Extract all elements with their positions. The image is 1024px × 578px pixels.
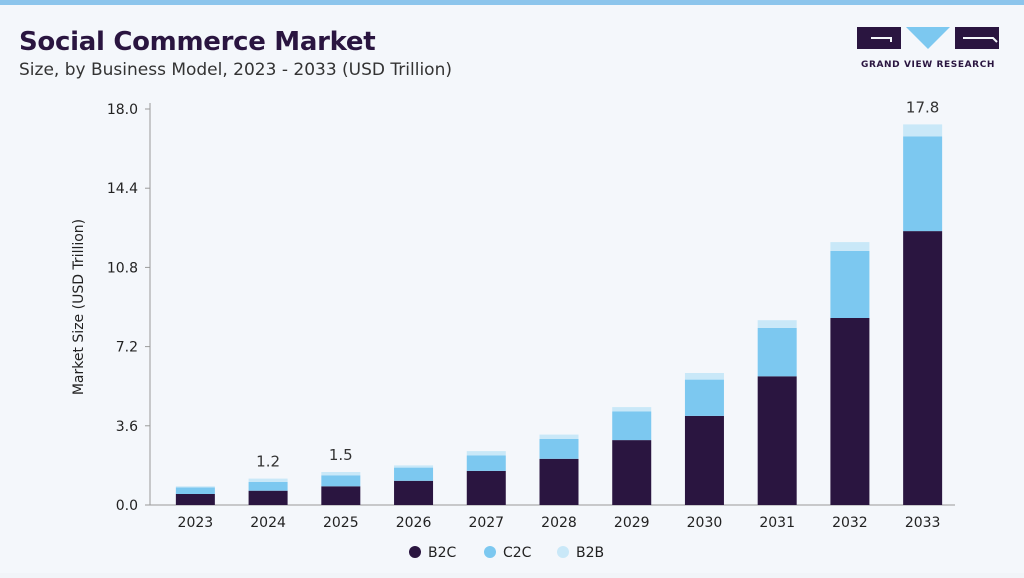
y-tick-label: 3.6: [116, 419, 138, 435]
bar-segment-b2b: [903, 124, 943, 137]
bar-segment-b2c: [612, 440, 652, 505]
y-tick-label: 18.0: [107, 102, 138, 118]
bar-segment-c2c: [321, 475, 361, 487]
bar-segment-c2c: [248, 481, 288, 491]
legend-label: B2C: [428, 545, 457, 561]
bars: [175, 124, 943, 505]
bar-segment-c2c: [903, 136, 943, 232]
y-tick-label: 14.4: [107, 181, 138, 197]
x-tick-label: 2027: [468, 515, 504, 531]
bar-segment-b2c: [539, 458, 579, 505]
bar-segment-c2c: [175, 487, 215, 494]
x-tick-label: 2024: [250, 515, 286, 531]
bar-segment-b2c: [175, 494, 215, 505]
legend-marker-c2c: [484, 546, 496, 558]
x-tick-label: 2026: [396, 515, 432, 531]
brand-name: GRAND VIEW RESEARCH: [860, 60, 996, 70]
y-tick-label: 10.8: [107, 260, 138, 276]
x-tick-label: 2030: [687, 515, 723, 531]
bar-segment-b2c: [757, 376, 797, 505]
bar-segment-c2c: [539, 439, 579, 459]
data-labels: 1.2 1.5 17.8: [256, 98, 939, 470]
legend: B2C C2C B2B: [409, 545, 604, 561]
bar-segment-b2b: [175, 486, 215, 488]
bar-segment-b2b: [757, 320, 797, 328]
x-tick-label: 2023: [178, 515, 214, 531]
legend-marker-b2c: [409, 546, 421, 558]
bar-segment-b2b: [321, 472, 361, 476]
data-label: 17.8: [906, 98, 939, 116]
chart-subtitle: Size, by Business Model, 2023 - 2033 (US…: [19, 60, 452, 80]
y-axis: 0.0 3.6 7.2 10.8 14.4 18.0 Market Size (USD Tr…: [71, 102, 151, 514]
y-tick-label: 7.2: [116, 340, 138, 356]
bar-segment-b2b: [684, 373, 724, 380]
y-axis-title: Market Size (USD Trillion): [71, 219, 87, 395]
bar-segment-b2b: [539, 434, 579, 439]
bar-segment-b2b: [612, 407, 652, 412]
bar-segment-b2b: [248, 478, 288, 482]
bar-segment-c2c: [684, 379, 724, 416]
data-label: 1.5: [329, 446, 353, 464]
x-tick-label: 2028: [541, 515, 577, 531]
x-axis: 2023 2024 2025 2026 2027 2028 2029 2030 2031 2032…: [150, 504, 955, 531]
bar-segment-c2c: [466, 455, 506, 471]
legend-marker-b2b: [557, 546, 569, 558]
legend-label: B2B: [576, 545, 604, 561]
x-tick-label: 2032: [832, 515, 868, 531]
bar-segment-c2c: [830, 250, 870, 318]
bar-segment-b2c: [248, 490, 288, 505]
x-tick-label: 2029: [614, 515, 650, 531]
bar-segment-b2c: [321, 486, 361, 505]
grand-view-research-logo: [857, 27, 999, 49]
bar-segment-b2b: [466, 451, 506, 456]
bar-segment-b2c: [903, 231, 943, 505]
legend-label: C2C: [503, 545, 532, 561]
bar-segment-b2c: [684, 415, 724, 505]
chart-title: Social Commerce Market: [19, 27, 376, 57]
stacked-bar-chart: 0.0 3.6 7.2 10.8 14.4 18.0 Market Size (USD Tr…: [71, 98, 955, 561]
y-tick-label: 0.0: [116, 498, 138, 514]
bar-segment-c2c: [394, 467, 434, 481]
bar-segment-c2c: [757, 327, 797, 377]
x-tick-label: 2031: [759, 515, 795, 531]
bar-segment-b2c: [830, 318, 870, 505]
x-tick-label: 2033: [905, 515, 941, 531]
bar-segment-b2b: [830, 242, 870, 251]
bar-segment-c2c: [612, 411, 652, 441]
x-tick-label: 2025: [323, 515, 359, 531]
bar-segment-b2c: [466, 470, 506, 505]
bar-segment-b2c: [394, 480, 434, 505]
bar-segment-b2b: [394, 465, 434, 468]
data-label: 1.2: [256, 453, 280, 471]
